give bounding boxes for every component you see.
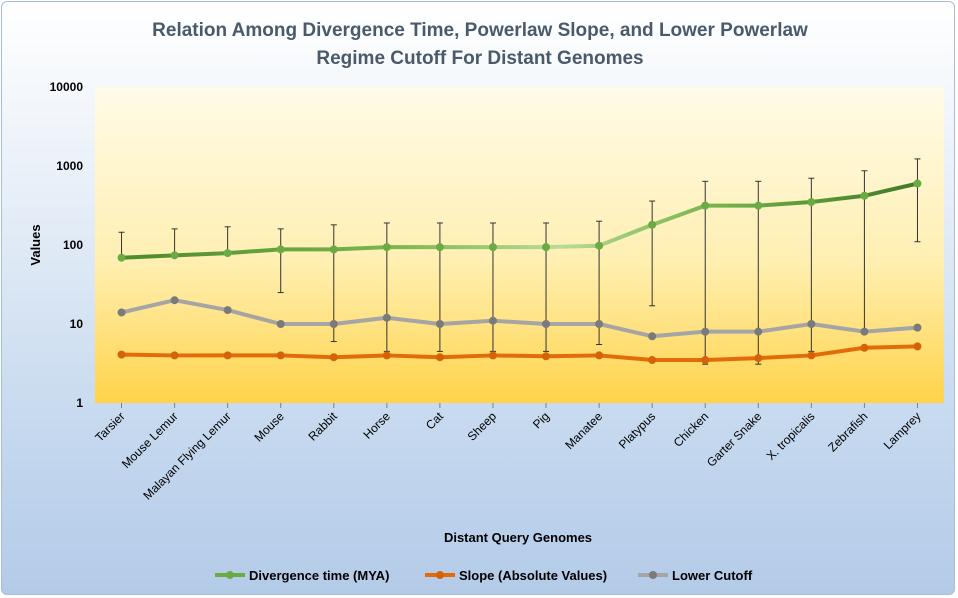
data-point-2 xyxy=(382,313,391,322)
data-point-1 xyxy=(223,351,232,360)
legend: Divergence time (MYA) Slope (Absolute Val… xyxy=(215,568,753,583)
y-tick-label: 1000 xyxy=(56,159,83,173)
y-axis-ticks: 1 10 100 1000 10000 xyxy=(50,80,84,410)
data-point-2 xyxy=(542,320,551,328)
x-tick-label: Pig xyxy=(530,409,552,431)
x-tick-label: Sheep xyxy=(465,409,500,444)
chart-title-line2: Regime Cutoff For Distant Genomes xyxy=(316,48,643,69)
x-tick-label: Mouse xyxy=(251,409,287,445)
data-point-1 xyxy=(701,356,710,365)
data-point-2 xyxy=(648,332,657,341)
legend-marker xyxy=(226,571,234,579)
legend-marker xyxy=(649,571,657,579)
series-line-0 xyxy=(119,181,920,260)
x-tick-label: Malayan Flying Lemur xyxy=(140,409,233,502)
x-tick-label: Manatee xyxy=(562,409,605,452)
series-lines xyxy=(117,179,922,365)
x-tick-label: Chicken xyxy=(671,409,712,450)
data-point-0 xyxy=(117,253,126,262)
data-point-0 xyxy=(701,201,710,210)
x-tick-label: Garter Snake xyxy=(704,409,765,470)
data-point-1 xyxy=(754,354,763,363)
x-tick-label: X. tropicalis xyxy=(764,409,818,463)
data-point-1 xyxy=(595,351,604,360)
y-tick-label: 1 xyxy=(76,396,83,410)
x-tick-label: Platypus xyxy=(616,409,658,451)
data-point-0 xyxy=(435,243,444,252)
x-tick-label: Rabbit xyxy=(305,409,340,444)
data-point-0 xyxy=(913,179,922,188)
data-point-2 xyxy=(595,320,604,328)
data-point-0 xyxy=(860,191,869,200)
data-point-2 xyxy=(754,327,763,336)
y-axis-label: Values xyxy=(28,224,43,265)
x-tick-label: Cat xyxy=(423,409,447,433)
x-tick-label: Lamprey xyxy=(881,409,924,452)
legend-label: Lower Cutoff xyxy=(672,568,753,583)
x-tick-label: Zebrafish xyxy=(825,409,870,454)
x-tick-label: Horse xyxy=(360,409,393,442)
data-point-0 xyxy=(223,249,232,258)
data-point-2 xyxy=(860,327,869,336)
x-tick-label: Tarsier xyxy=(92,409,127,444)
data-point-2 xyxy=(117,308,126,317)
data-point-0 xyxy=(170,251,179,260)
series-line-2 xyxy=(119,298,920,339)
series-line-1 xyxy=(119,344,920,363)
data-point-2 xyxy=(488,316,497,325)
data-point-0 xyxy=(754,201,763,210)
data-point-1 xyxy=(542,352,551,361)
data-point-1 xyxy=(382,351,391,360)
plot-area xyxy=(95,87,944,403)
data-point-2 xyxy=(807,320,816,328)
data-point-2 xyxy=(913,323,922,332)
data-point-1 xyxy=(329,353,338,362)
y-tick-label: 100 xyxy=(63,238,83,252)
chart-title-line1: Relation Among Divergence Time, Powerlaw… xyxy=(152,20,808,41)
data-point-1 xyxy=(913,342,922,351)
legend-label: Divergence time (MYA) xyxy=(249,568,389,583)
legend-marker xyxy=(436,571,444,579)
data-point-1 xyxy=(488,351,497,360)
data-point-1 xyxy=(807,351,816,360)
data-point-2 xyxy=(435,320,444,328)
data-point-2 xyxy=(223,306,232,315)
y-tick-label: 10000 xyxy=(50,80,84,94)
data-point-0 xyxy=(542,243,551,252)
data-point-0 xyxy=(382,243,391,252)
data-point-0 xyxy=(807,198,816,207)
data-point-1 xyxy=(435,353,444,362)
data-point-2 xyxy=(329,320,338,328)
data-point-0 xyxy=(595,241,604,250)
legend-label: Slope (Absolute Values) xyxy=(459,568,607,583)
data-point-1 xyxy=(276,351,285,360)
data-point-1 xyxy=(648,356,657,365)
data-point-1 xyxy=(117,350,126,359)
x-axis-label: Distant Query Genomes xyxy=(444,530,592,545)
data-point-0 xyxy=(276,245,285,254)
y-tick-label: 10 xyxy=(70,317,84,331)
data-point-2 xyxy=(701,327,710,336)
data-point-2 xyxy=(170,296,179,305)
data-point-1 xyxy=(170,351,179,360)
data-point-0 xyxy=(329,245,338,254)
data-point-0 xyxy=(488,243,497,252)
data-point-1 xyxy=(860,343,869,352)
data-point-0 xyxy=(648,220,657,229)
data-point-2 xyxy=(276,320,285,328)
